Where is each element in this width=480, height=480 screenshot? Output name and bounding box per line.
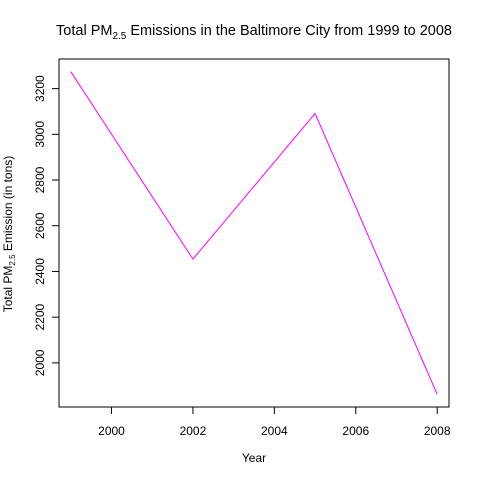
chart-title: Total PM2.5 Emissions in the Baltimore C… [56, 23, 452, 42]
y-tick-label: 2400 [33, 258, 47, 285]
y-tick-label: 2800 [33, 166, 47, 193]
series-line [70, 71, 438, 395]
y-axis-title: Total PM2.5 Emission (in tons) [1, 156, 17, 313]
y-tick-label: 2600 [33, 212, 47, 239]
y-axis: 2000 2200 2400 2600 2800 3000 3200 [33, 75, 60, 376]
y-axis-title-suffix: Emission (in tons) [1, 156, 15, 255]
y-tick-label: 2000 [33, 349, 47, 376]
chart-title-prefix: Total PM [56, 23, 112, 39]
x-axis: 2000 2002 2004 2006 2008 [98, 406, 451, 438]
x-axis-title: Year [242, 451, 266, 465]
y-axis-title-subscript: 2.5 [8, 254, 17, 266]
y-tick-label: 2200 [33, 303, 47, 330]
y-tick-label: 3000 [33, 121, 47, 148]
chart-title-suffix: Emissions in the Baltimore City from 199… [126, 23, 452, 39]
x-tick-label: 2004 [261, 424, 288, 438]
x-tick-label: 2000 [98, 424, 125, 438]
chart-title-subscript: 2.5 [112, 31, 126, 42]
series-layer [70, 71, 438, 395]
x-tick-label: 2008 [424, 424, 451, 438]
x-tick-label: 2002 [180, 424, 207, 438]
x-tick-label: 2006 [342, 424, 369, 438]
y-axis-title-prefix: Total PM [1, 266, 15, 313]
y-tick-label: 3200 [33, 75, 47, 102]
